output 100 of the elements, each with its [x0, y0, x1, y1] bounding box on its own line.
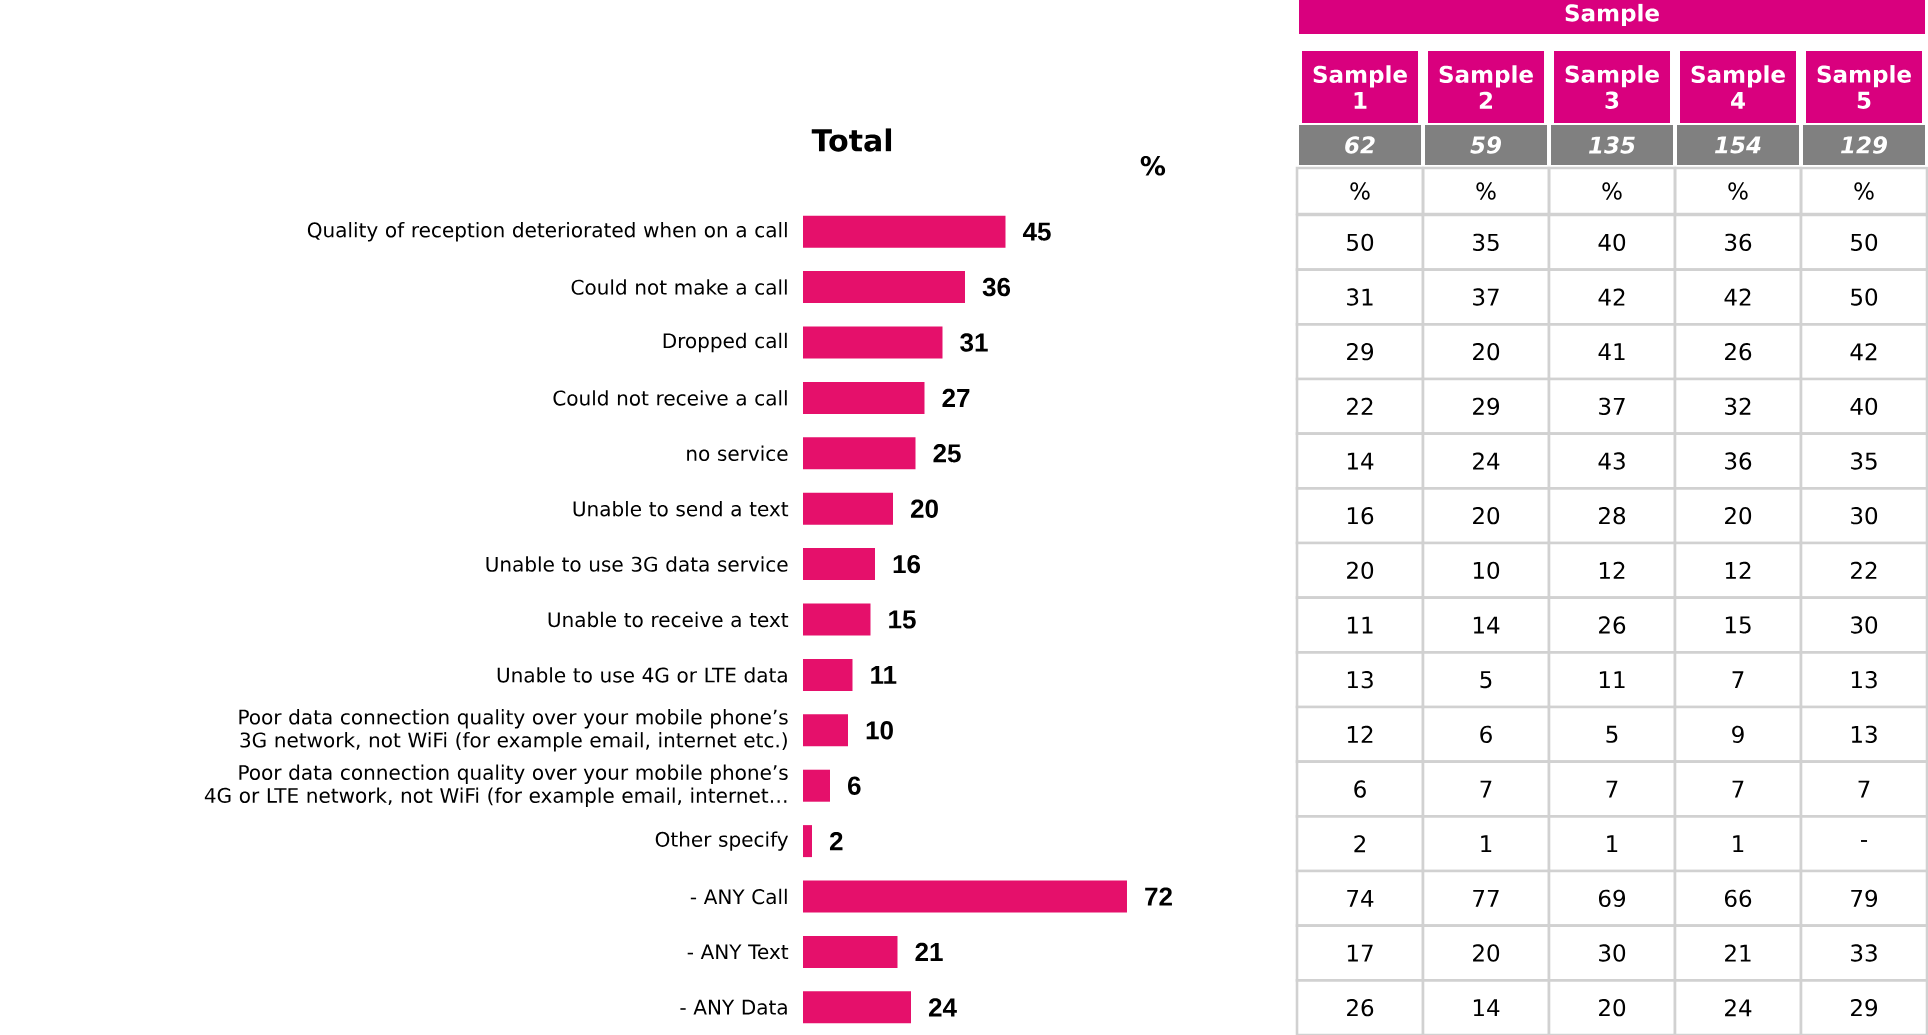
bar: [803, 492, 893, 525]
data-label: 31: [1347, 288, 1373, 306]
text: %: [1602, 182, 1622, 200]
text: %: [1728, 182, 1748, 200]
y-tick-label: Quality of reception deteriorated when on a call: [307, 222, 787, 242]
data-label: 30: [1851, 616, 1878, 634]
y-tick-label: Poor data connection quality over your mobile phone’s 4G or LTE network, not WiFi (for example email, internet…: [204, 764, 788, 807]
data-label: 20: [1473, 342, 1500, 361]
data-label: 12: [1725, 561, 1751, 579]
data-label: 6: [1354, 780, 1366, 798]
data-label: 22: [1347, 397, 1373, 415]
data-label: 35: [1851, 452, 1877, 470]
data-label: 22: [1851, 561, 1877, 579]
text: 154: [1714, 136, 1761, 154]
y-tick-label: Unable to use 4G or LTE data: [497, 667, 787, 683]
data-label: 10: [866, 721, 893, 740]
data-label: 36: [1725, 233, 1752, 252]
data-label: 6: [848, 776, 861, 795]
bar: [803, 215, 1006, 248]
x-tick-label: Sample 5: [1817, 65, 1911, 109]
data-label: 30: [1599, 944, 1626, 962]
bar: [803, 548, 875, 581]
data-label: 32: [1725, 397, 1751, 416]
data-label: 41: [1598, 343, 1625, 361]
data-label: 5: [1480, 671, 1492, 689]
data-label: 1: [1481, 835, 1492, 853]
data-label: 14: [1473, 999, 1500, 1017]
data-label: 21: [1725, 944, 1751, 962]
y-tick-label: - ANY Text: [687, 944, 789, 960]
data-label: 26: [1599, 616, 1626, 634]
text: %: [1350, 182, 1370, 200]
data-label: 7: [1480, 780, 1492, 798]
data-label: 37: [1473, 288, 1499, 306]
data-label: 15: [1725, 616, 1751, 634]
data-label: 7: [1732, 780, 1744, 798]
data-label: 12: [1347, 725, 1373, 743]
data-label: 74: [1347, 889, 1374, 907]
data-label: 25: [933, 444, 961, 463]
data-label: 24: [1473, 452, 1500, 470]
x-tick-label: Sample 4: [1691, 65, 1785, 109]
data-label: 7: [1606, 780, 1618, 798]
y-tick-label: Could not make a call: [571, 279, 787, 295]
chart-title: Sample: [1565, 3, 1659, 27]
data-label: 20: [910, 499, 938, 518]
data-label: 15: [889, 610, 916, 629]
data-label: 1: [1607, 835, 1618, 853]
data-label: 37: [1599, 397, 1625, 416]
data-label: 69: [1598, 889, 1626, 908]
data-label: 27: [942, 388, 970, 407]
data-label: 31: [960, 333, 988, 352]
data-label: 7: [1858, 780, 1870, 798]
data-label: 33: [1851, 944, 1877, 962]
data-label: 79: [1851, 889, 1878, 908]
data-label: 11: [1347, 616, 1373, 634]
text: 59: [1470, 136, 1502, 154]
text: 62: [1345, 136, 1375, 154]
data-label: 13: [1851, 670, 1877, 689]
data-label: 72: [1145, 887, 1172, 906]
y-tick-label: Unable to use 3G data service: [486, 556, 788, 572]
y-tick-label: - ANY Data: [680, 999, 787, 1015]
data-label: 30: [1851, 506, 1878, 525]
data-label: 24: [928, 998, 957, 1017]
data-label: 36: [1725, 452, 1752, 470]
y-tick-label: - ANY Call: [690, 888, 787, 905]
data-label: 29: [1347, 342, 1374, 361]
data-label: 28: [1599, 506, 1626, 525]
bar: [803, 825, 812, 858]
x-tick-label: Sample 2: [1439, 65, 1533, 109]
bar: [803, 935, 898, 968]
data-label: 16: [893, 554, 921, 574]
data-label: 2: [1354, 835, 1366, 853]
data-label: 36: [982, 277, 1011, 297]
bar: [803, 991, 911, 1024]
data-label: 10: [1473, 561, 1500, 580]
data-label: 1: [1733, 835, 1744, 853]
bar: [803, 658, 853, 691]
bar: [803, 769, 830, 802]
data-label: 21: [915, 942, 943, 961]
data-label: 42: [1598, 288, 1625, 306]
data-label: 20: [1473, 944, 1500, 962]
data-label: 14: [1473, 616, 1500, 634]
data-label: 13: [1347, 670, 1373, 689]
bar: [803, 437, 916, 470]
text: %: [1140, 155, 1166, 176]
x-tick-label: Sample 1: [1313, 65, 1407, 109]
data-label: 9: [1732, 725, 1744, 744]
data-label: 29: [1851, 998, 1878, 1017]
data-label: 20: [1347, 561, 1374, 580]
data-label: 16: [1347, 506, 1374, 525]
data-label: 50: [1851, 288, 1878, 306]
bar: [803, 381, 925, 414]
data-label: 6: [1480, 725, 1492, 744]
data-label: 11: [871, 665, 897, 684]
data-label: 26: [1347, 998, 1374, 1017]
y-tick-label: Unable to receive a text: [548, 611, 789, 628]
y-tick-label: Unable to send a text: [573, 500, 789, 517]
data-label: 42: [1724, 288, 1751, 306]
data-label: 50: [1347, 233, 1374, 252]
data-label: 45: [1022, 222, 1051, 241]
bar: [803, 603, 871, 636]
